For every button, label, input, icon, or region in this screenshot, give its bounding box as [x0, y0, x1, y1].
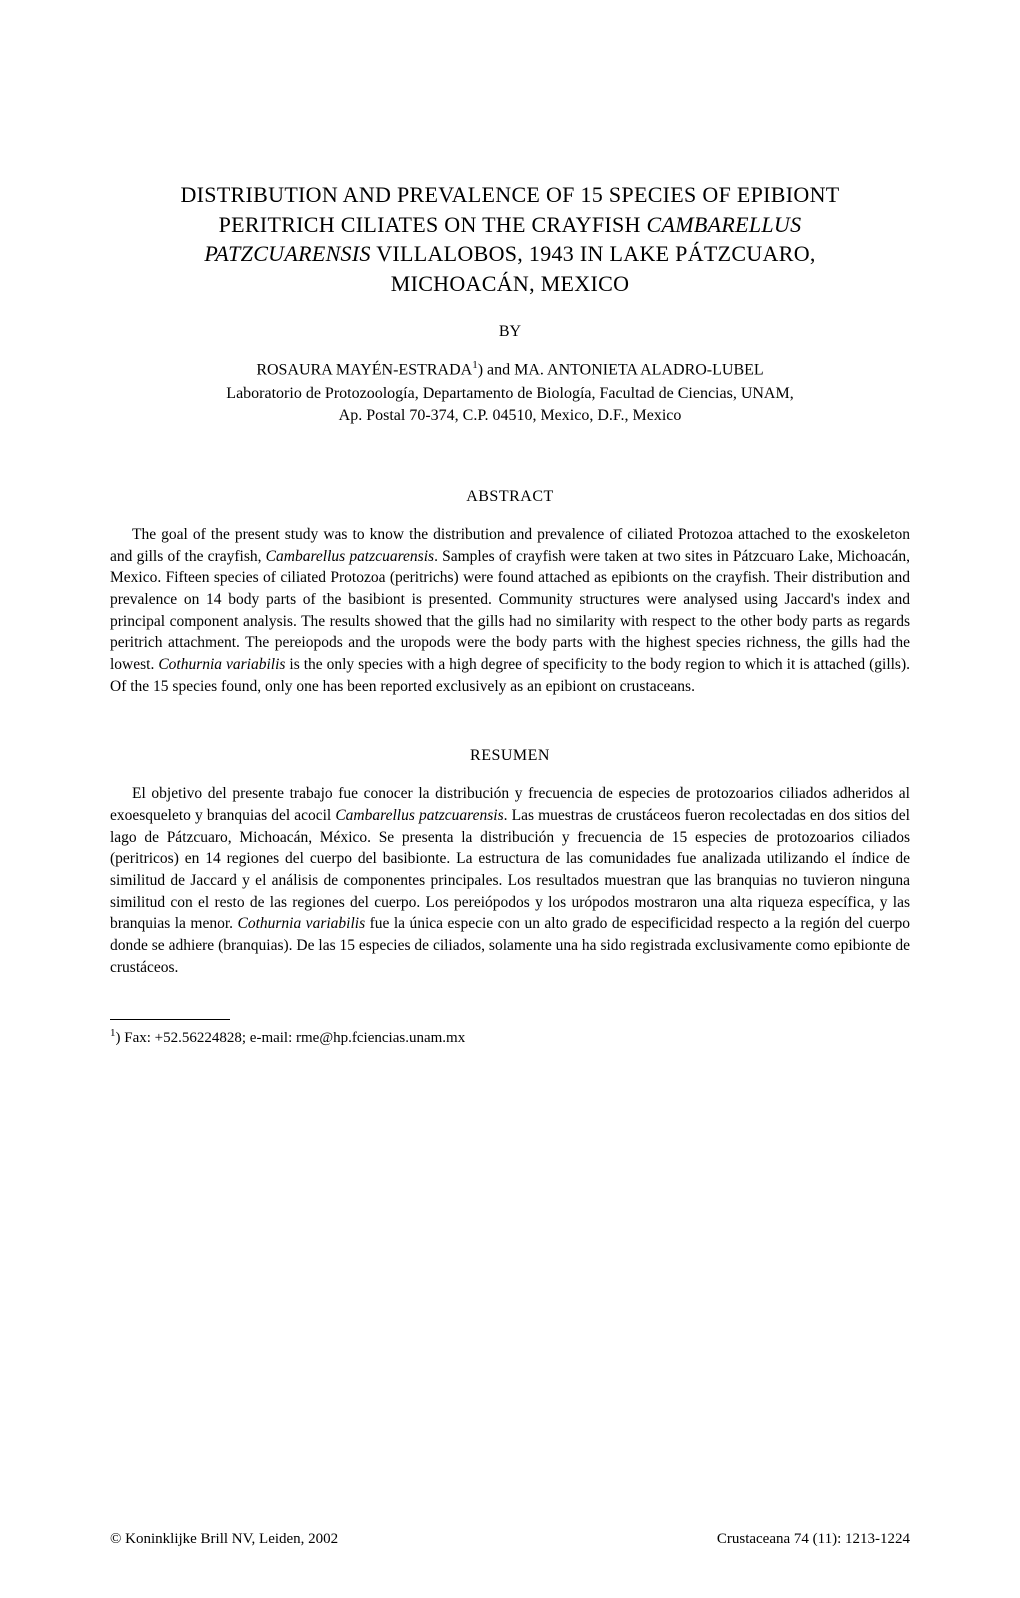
author2: MA. ANTONIETA ALADRO-LUBEL — [514, 361, 764, 378]
footnote: 1) Fax: +52.56224828; e-mail: rme@hp.fci… — [110, 1026, 910, 1049]
abstract-text: The goal of the present study was to kno… — [110, 524, 910, 698]
abstract-p2: . Samples of crayfish were taken at two … — [110, 548, 910, 673]
affiliation-line2: Ap. Postal 70-374, C.P. 04510, Mexico, D… — [339, 407, 682, 424]
affiliation-line1: Laboratorio de Protozoología, Departamen… — [226, 385, 793, 402]
resumen-p2: . Las muestras de crustáceos fueron reco… — [110, 807, 910, 932]
abstract-heading: ABSTRACT — [110, 488, 910, 506]
footer-right: Crustaceana 74 (11): 1213-1224 — [717, 1531, 910, 1548]
title-line1: DISTRIBUTION AND PREVALENCE OF 15 SPECIE… — [180, 182, 839, 207]
footnote-text: ) Fax: +52.56224828; e-mail: rme@hp.fcie… — [116, 1030, 466, 1046]
title-line3-part2: VILLALOBOS, 1943 IN LAKE PÁTZCUARO, — [371, 241, 816, 266]
author1: ROSAURA MAYÉN-ESTRADA — [256, 361, 472, 378]
by-label: BY — [110, 323, 910, 341]
affiliation: Laboratorio de Protozoología, Departamen… — [110, 383, 910, 428]
resumen-heading: RESUMEN — [110, 747, 910, 765]
author-join: ) and — [478, 361, 514, 378]
resumen-italic1: Cambarellus patzcuarensis — [335, 807, 503, 824]
title-line2-italic: CAMBARELLUS — [647, 212, 802, 237]
title-line4: MICHOACÁN, MEXICO — [391, 271, 630, 296]
resumen-text: El objetivo del presente trabajo fue con… — [110, 783, 910, 978]
title-line2-part1: PERITRICH CILIATES ON THE CRAYFISH — [219, 212, 647, 237]
paper-title: DISTRIBUTION AND PREVALENCE OF 15 SPECIE… — [110, 180, 910, 299]
page-footer: © Koninklijke Brill NV, Leiden, 2002 Cru… — [110, 1531, 910, 1548]
abstract-italic1: Cambarellus patzcuarensis — [266, 548, 434, 565]
resumen-italic2: Cothurnia variabilis — [237, 915, 365, 932]
title-line3-italic: PATZCUARENSIS — [204, 241, 370, 266]
authors: ROSAURA MAYÉN-ESTRADA1) and MA. ANTONIET… — [110, 359, 910, 379]
abstract-italic2: Cothurnia variabilis — [158, 656, 285, 673]
footnote-divider — [110, 1019, 230, 1020]
footer-left: © Koninklijke Brill NV, Leiden, 2002 — [110, 1531, 338, 1548]
